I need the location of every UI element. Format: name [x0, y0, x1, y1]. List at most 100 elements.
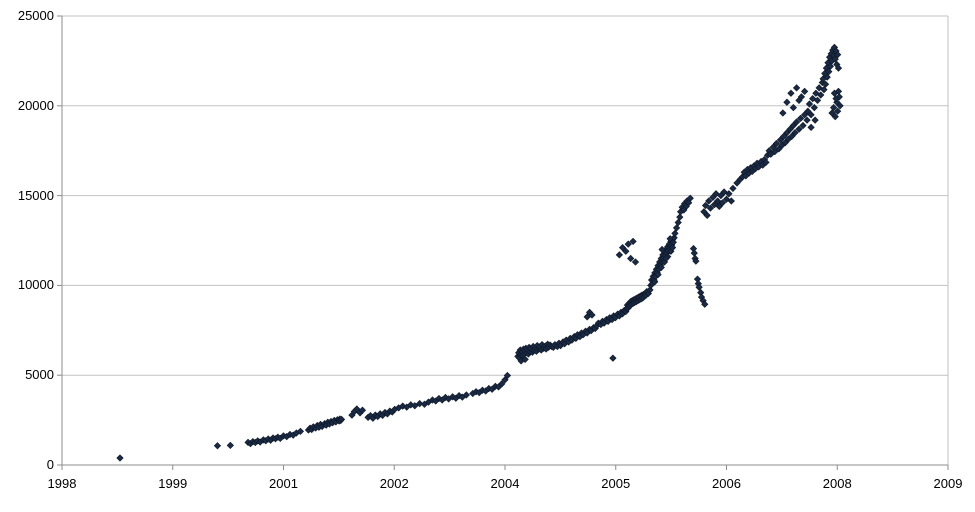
scatter-point: [832, 94, 840, 103]
scatter-point: [407, 401, 415, 409]
y-axis-tick-label: 25000: [17, 8, 54, 23]
y-axis-tick-label: 5000: [25, 367, 54, 383]
scatter-point: [296, 427, 305, 436]
scatter-point: [772, 139, 781, 148]
scatter-point: [622, 247, 630, 255]
scatter-point: [703, 211, 711, 219]
scatter-point: [353, 405, 361, 413]
scatter-point: [831, 112, 839, 121]
scatter-point: [795, 96, 803, 105]
x-axis-tick-label: 2001: [269, 476, 298, 491]
scatter-point: [213, 442, 222, 450]
y-axis-tick-label: 15000: [17, 187, 54, 203]
scatter-point: [627, 254, 635, 263]
scatter-point: [609, 354, 617, 362]
scatter-point: [795, 125, 803, 133]
scatter-point: [462, 391, 470, 399]
scatter-point: [813, 96, 822, 105]
scatter-point: [657, 263, 665, 272]
scatter-point: [791, 129, 799, 137]
scatter-point: [672, 224, 681, 232]
scatter-point: [830, 89, 839, 97]
x-axis-tick-label: 1998: [47, 476, 77, 491]
scatter-point: [116, 454, 124, 462]
scatter-point: [337, 415, 346, 424]
gridlines: [62, 15, 949, 465]
x-axis-tick-label: 2005: [601, 476, 631, 491]
scatter-point: [823, 73, 831, 81]
scatter-point: [817, 91, 825, 99]
scatter-point: [789, 103, 797, 112]
scatter-point: [674, 218, 682, 227]
scatter-point: [787, 89, 795, 97]
scatter-point: [718, 199, 727, 207]
scatter-point: [834, 64, 843, 72]
scatter-point: [668, 244, 677, 252]
x-axis-tick-label: 2006: [712, 476, 741, 491]
scatter-point: [792, 118, 801, 126]
scatter-point: [809, 94, 817, 103]
scatter-point: [690, 249, 698, 257]
scatter-point: [801, 87, 809, 96]
y-axis-tick-label: 0: [46, 457, 54, 472]
scatter-point: [654, 270, 662, 279]
scatter-point: [411, 402, 419, 410]
y-axis-tick-label: 10000: [17, 277, 54, 293]
scatter-point: [836, 102, 844, 110]
scatter-point: [783, 98, 791, 106]
scatter-point: [701, 201, 710, 210]
scatter-point: [615, 251, 623, 259]
scatter-point: [805, 100, 814, 108]
scatter-point: [834, 107, 842, 115]
scatter-point: [226, 441, 234, 450]
scatter-point: [807, 123, 815, 131]
x-axis-tick-label: 1999: [158, 476, 188, 491]
scatter-point: [503, 371, 512, 380]
scatter-point: [834, 50, 842, 59]
scatter-point: [825, 68, 833, 76]
axes: [57, 15, 949, 470]
scatter-point: [727, 197, 735, 205]
scatter-point: [807, 111, 815, 119]
scatter-point: [701, 300, 709, 308]
scatter-point: [796, 114, 805, 122]
scatter-point: [831, 55, 839, 63]
scatter-point: [624, 240, 632, 248]
scatter-point: [629, 237, 637, 246]
x-axis-tick-label: 2008: [822, 476, 852, 491]
scatter-point: [811, 116, 819, 124]
scatter-point: [803, 116, 811, 124]
y-axis-tick-label: 20000: [17, 97, 54, 113]
x-axis-tick-label: 2009: [933, 476, 963, 491]
scatter-point: [810, 103, 818, 112]
scatter-point: [662, 254, 670, 263]
data-points: [116, 43, 844, 462]
scatter-point: [671, 229, 679, 237]
x-axis-tick-label: 2002: [379, 476, 409, 491]
scatter-point: [792, 84, 801, 92]
scatter-point: [686, 194, 694, 202]
scatter-point: [676, 213, 684, 221]
scatter-point: [706, 204, 715, 212]
scatter-point: [670, 234, 678, 242]
scatter-point: [830, 103, 838, 112]
scatter-point: [826, 62, 835, 70]
scatter-point: [666, 235, 674, 243]
scatter-point: [720, 188, 728, 196]
scatter-point: [762, 158, 770, 166]
scatter-point: [588, 311, 596, 319]
scatter-point: [415, 399, 424, 408]
scatter-point: [799, 121, 807, 130]
scatter-point: [705, 197, 713, 205]
scatter-point: [658, 245, 666, 254]
scatter-point: [695, 283, 703, 291]
scatter-point: [685, 199, 693, 207]
scatter-point: [725, 190, 733, 198]
scatter-point: [834, 87, 843, 96]
scatter-point: [498, 380, 506, 388]
scatter-point: [692, 257, 700, 265]
scatter-point: [358, 406, 367, 414]
scatter-point: [646, 286, 654, 294]
